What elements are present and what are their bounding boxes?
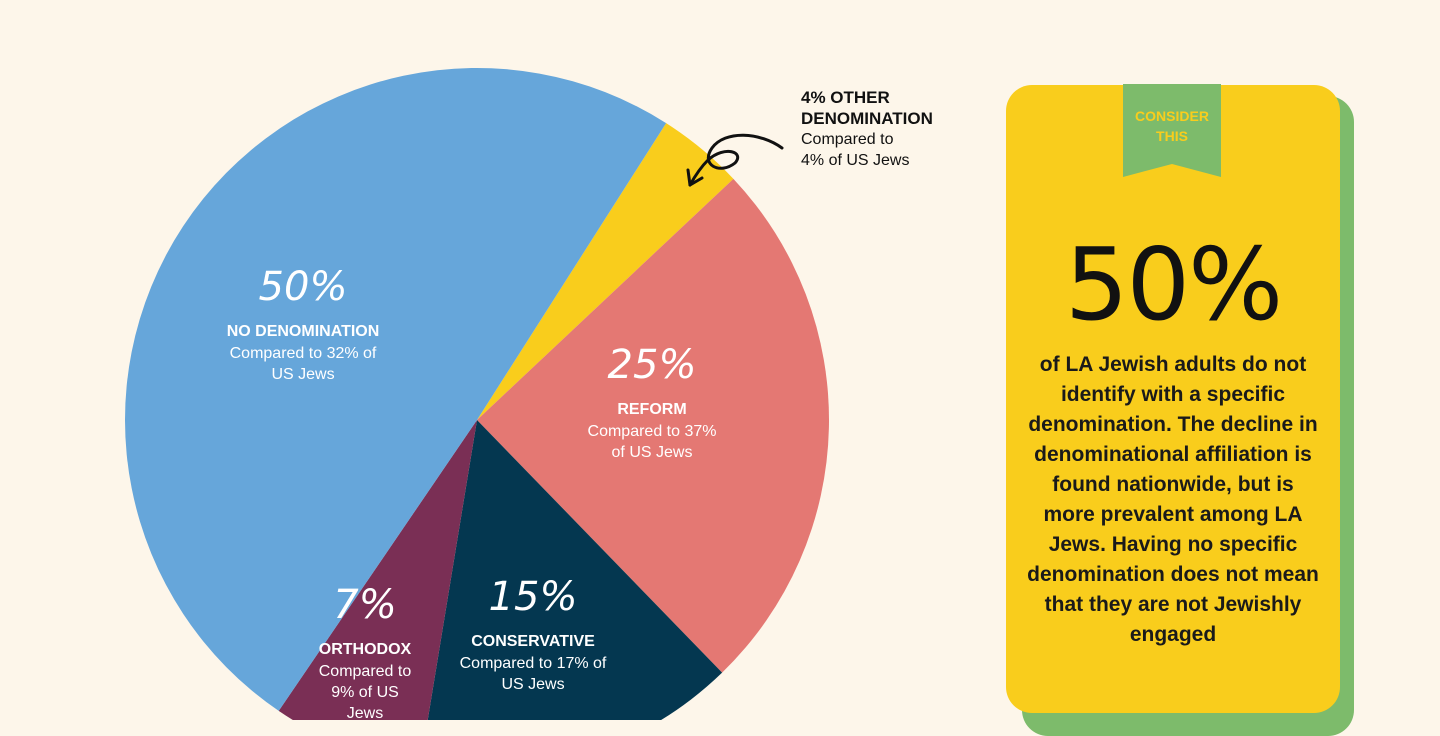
callout-sub-2: 4% of US Jews — [801, 152, 910, 169]
slice-name-none: NO DENOMINATION — [227, 323, 380, 340]
slice-name-orthodox: ORTHODOX — [319, 641, 412, 658]
slice-value-none: 50% — [259, 264, 348, 310]
callout-sub-1: Compared to — [801, 131, 894, 148]
slice-compare-conservative-0: Compared to 17% of — [460, 655, 607, 672]
pie-slice-other — [477, 123, 734, 420]
callout-arrow — [688, 133, 784, 187]
consider-card: CONSIDER THIS 50% of LA Jewish adults do… — [1006, 84, 1340, 713]
card-stat: 50% — [1064, 226, 1283, 343]
ribbon-text: CONSIDER THIS — [1135, 108, 1209, 144]
slice-value-orthodox: 7% — [333, 582, 396, 628]
slice-compare-none-1: US Jews — [271, 366, 334, 383]
slice-compare-orthodox-0: Compared to — [319, 663, 412, 680]
callout-title-1: 4% OTHER — [801, 88, 890, 107]
other-callout: 4% OTHER DENOMINATION Compared to 4% of … — [801, 87, 991, 171]
callout-title-2: DENOMINATION — [801, 109, 933, 128]
slice-name-conservative: CONSERVATIVE — [471, 633, 595, 650]
consider-ribbon: CONSIDER THIS — [1123, 84, 1221, 177]
slice-label-orthodox: 7% ORTHODOX Compared to 9% of US Jews — [319, 582, 412, 720]
slice-compare-conservative-1: US Jews — [501, 676, 564, 693]
pie-slice-reform — [477, 178, 830, 673]
pie-slice-orthodox — [278, 420, 477, 720]
slice-compare-reform-1: of US Jews — [612, 444, 693, 461]
slice-compare-orthodox-2: Jews — [347, 705, 383, 720]
slice-value-conservative: 15% — [489, 574, 578, 620]
slice-value-reform: 25% — [608, 342, 697, 388]
pie-slice-none — [124, 67, 667, 711]
slice-label-conservative: 15% CONSERVATIVE Compared to 17% of US Jews — [460, 574, 607, 693]
pie-slice-conservative — [427, 420, 723, 720]
slice-label-none: 50% NO DENOMINATION Compared to 32% of US J… — [227, 264, 380, 383]
slice-compare-reform-0: Compared to 37% — [588, 423, 717, 440]
pie-chart: 25% REFORM Compared to 37% of US Jews 15% CON… — [124, 67, 830, 720]
slice-compare-orthodox-1: 9% of US — [331, 684, 399, 701]
slice-name-reform: REFORM — [617, 401, 686, 418]
slice-compare-none-0: Compared to 32% of — [230, 345, 377, 362]
arrow-head — [686, 168, 704, 187]
slice-label-reform: 25% REFORM Compared to 37% of US Jews — [588, 342, 717, 461]
card-body: of LA Jewish adults do not identify with… — [1027, 353, 1319, 646]
